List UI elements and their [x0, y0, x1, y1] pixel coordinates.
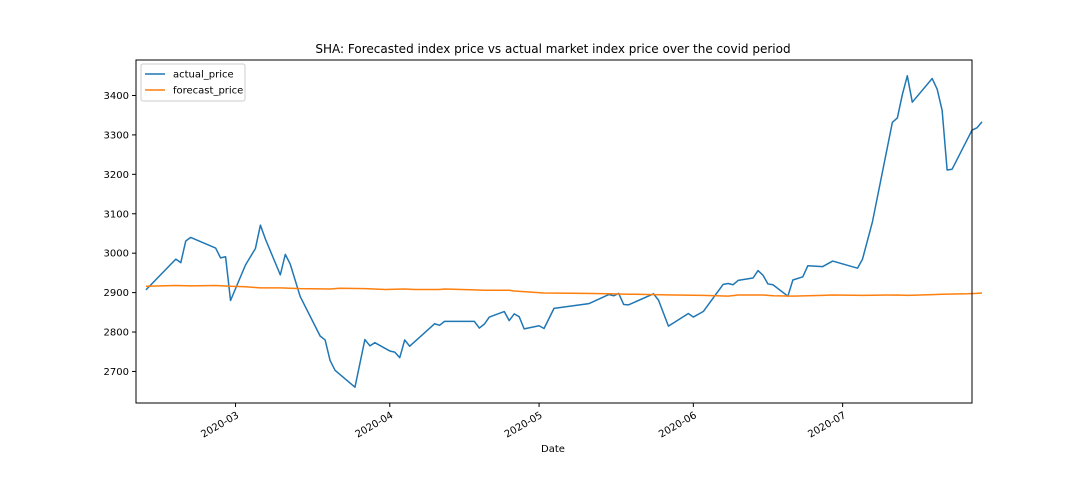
legend-label-actual-price: actual_price — [173, 70, 234, 81]
y-tick-label: 2800 — [104, 328, 129, 339]
chart-title: SHA: Forecasted index price vs actual ma… — [315, 42, 790, 56]
x-axis-label: Date — [541, 444, 565, 455]
series-line-actual-price — [145, 75, 983, 388]
legend-box — [140, 63, 246, 102]
y-tick-label: 3200 — [104, 170, 129, 181]
legend-label-forecast-price: forecast_price — [173, 86, 243, 97]
y-tick-label: 2900 — [104, 288, 129, 299]
series-line-forecast-price — [145, 284, 983, 297]
plot-frame — [135, 59, 973, 404]
y-tick-label: 3100 — [104, 209, 129, 220]
y-tick-label: 3400 — [104, 91, 129, 102]
y-tick-label: 3300 — [104, 130, 129, 141]
y-axis: 2700 2800 2900 3000 3100 3200 3300 3400 — [104, 91, 136, 378]
series-layer — [145, 75, 983, 388]
y-tick-label: 3000 — [104, 249, 129, 260]
y-tick-label: 2700 — [104, 367, 129, 378]
legend: actual_price forecast_price — [140, 63, 246, 102]
